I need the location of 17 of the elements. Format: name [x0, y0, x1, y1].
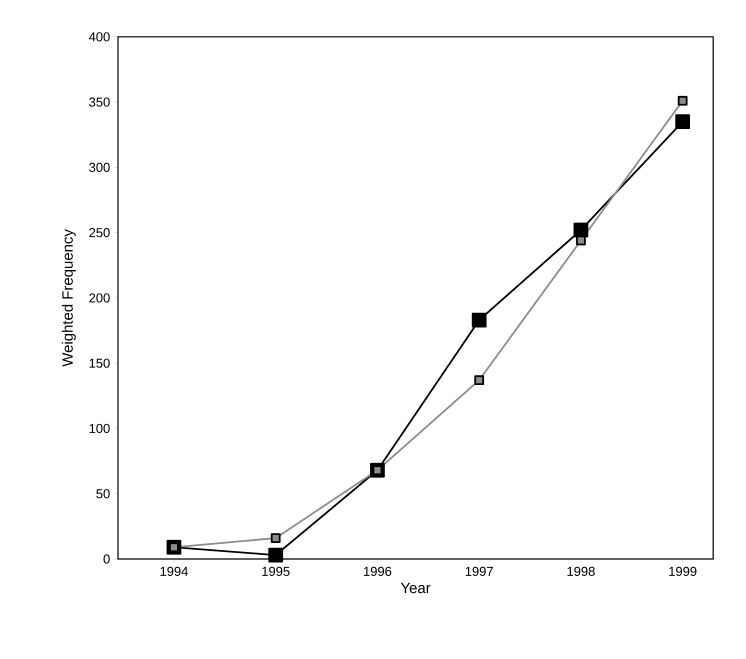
y-tick-label: 0 [104, 554, 110, 564]
y-tick-label: 200 [89, 293, 110, 302]
y-tick-label: 100 [90, 424, 110, 434]
x-tick-label: 1998 [567, 566, 595, 576]
y-tick-label: 350 [89, 98, 110, 107]
x-tick-label: 1996 [364, 566, 392, 576]
y-tick-label: 300 [89, 162, 110, 172]
x-tick-label: 1995 [262, 566, 290, 576]
x-axis-title: Year [400, 582, 430, 594]
x-tick-label: 1994 [160, 566, 188, 576]
x-tick-label: 1999 [669, 566, 696, 576]
y-tick-label: 150 [90, 358, 110, 368]
x-tick-label: 1997 [466, 566, 493, 576]
y-axis-title: Weighted Frequency [62, 229, 76, 367]
y-tick-label: 50 [96, 489, 110, 498]
y-tick-label: 400 [88, 32, 110, 42]
y-tick-label: 250 [89, 228, 110, 238]
